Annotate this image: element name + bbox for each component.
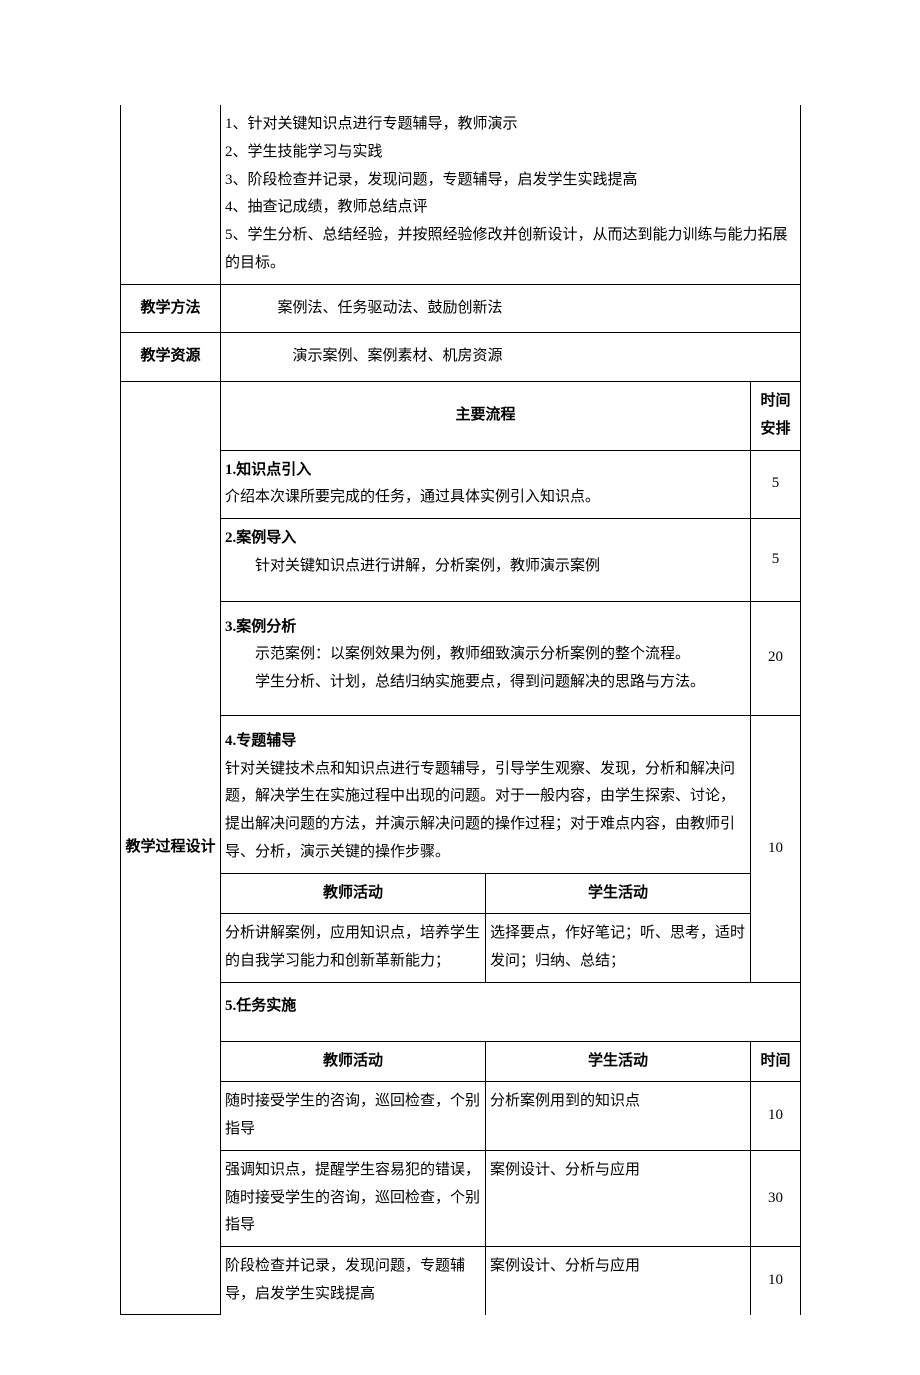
step5-teacher-header: 教师活动	[221, 1041, 486, 1082]
time-arrange-header: 时间安排	[751, 382, 801, 451]
intro-label-cell	[121, 105, 221, 284]
resource-row: 教学资源 演示案例、案例素材、机房资源	[121, 333, 801, 382]
step4-subheader-row: 教师活动 学生活动	[121, 873, 801, 914]
step5-student-0: 分析案例用到的知识点	[486, 1082, 751, 1151]
step5-time-header: 时间	[751, 1041, 801, 1082]
flow-header-row: 教学过程设计 主要流程 时间安排	[121, 382, 801, 451]
step1-row: 1.知识点引入 介绍本次课所要完成的任务，通过具体实例引入知识点。 5	[121, 450, 801, 519]
intro-item-1: 1、针对关键知识点进行专题辅导，教师演示	[225, 111, 796, 139]
main-flow-header: 主要流程	[221, 382, 751, 451]
method-value-cell: 案例法、任务驱动法、鼓励创新法	[221, 284, 801, 333]
step4-time: 10	[751, 715, 801, 982]
step2-title: 2.案例导入	[225, 530, 296, 546]
step4-subcontent-row: 分析讲解案例，应用知识点，培养学生的自我学习能力和创新革新能力； 选择要点，作好…	[121, 914, 801, 983]
step5-student-header: 学生活动	[486, 1041, 751, 1082]
step5-teacher-0: 随时接受学生的咨询，巡回检查，个别指导	[221, 1082, 486, 1151]
step5-header-row: 教师活动 学生活动 时间	[121, 1041, 801, 1082]
step2-row: 2.案例导入 针对关键知识点进行讲解，分析案例，教师演示案例 5	[121, 519, 801, 602]
step4-teacher-header: 教师活动	[221, 873, 486, 914]
intro-item-4: 4、抽查记成绩，教师总结点评	[225, 194, 796, 222]
step5-time-1: 30	[751, 1150, 801, 1246]
resource-value-cell: 演示案例、案例素材、机房资源	[221, 333, 801, 382]
step3-body2: 学生分析、计划，总结归纳实施要点，得到问题解决的思路与方法。	[225, 669, 746, 697]
resource-label: 教学资源	[121, 333, 221, 382]
step3-cell: 3.案例分析 示范案例：以案例效果为例，教师细致演示分析案例的整个流程。 学生分…	[221, 601, 751, 715]
step1-cell: 1.知识点引入 介绍本次课所要完成的任务，通过具体实例引入知识点。	[221, 450, 751, 519]
method-row: 教学方法 案例法、任务驱动法、鼓励创新法	[121, 284, 801, 333]
step3-time: 20	[751, 601, 801, 715]
intro-row: 1、针对关键知识点进行专题辅导，教师演示 2、学生技能学习与实践 3、阶段检查并…	[121, 105, 801, 284]
step4-intro-row: 4.专题辅导 针对关键技术点和知识点进行专题辅导，引导学生观察、发现，分析和解决…	[121, 715, 801, 873]
resource-value: 演示案例、案例素材、机房资源	[225, 348, 503, 364]
intro-item-2: 2、学生技能学习与实践	[225, 139, 796, 167]
intro-content-cell: 1、针对关键知识点进行专题辅导，教师演示 2、学生技能学习与实践 3、阶段检查并…	[221, 105, 801, 284]
intro-item-3: 3、阶段检查并记录，发现问题，专题辅导，启发学生实践提高	[225, 167, 796, 195]
step5-row-0: 随时接受学生的咨询，巡回检查，个别指导 分析案例用到的知识点 10	[121, 1082, 801, 1151]
step4-teacher: 分析讲解案例，应用知识点，培养学生的自我学习能力和创新革新能力；	[221, 914, 486, 983]
step4-student: 选择要点，作好笔记；听、思考，适时发问；归纳、总结；	[486, 914, 751, 983]
step3-title: 3.案例分析	[225, 619, 296, 635]
step4-title: 4.专题辅导	[225, 733, 296, 749]
step5-title-row: 5.任务实施	[121, 982, 801, 1041]
step4-cell: 4.专题辅导 针对关键技术点和知识点进行专题辅导，引导学生观察、发现，分析和解决…	[221, 715, 751, 873]
step5-row-2: 阶段检查并记录，发现问题，专题辅导，启发学生实践提高 案例设计、分析与应用 10	[121, 1247, 801, 1315]
step5-teacher-2: 阶段检查并记录，发现问题，专题辅导，启发学生实践提高	[221, 1247, 486, 1315]
step5-title: 5.任务实施	[225, 998, 296, 1014]
step3-body1: 示范案例：以案例效果为例，教师细致演示分析案例的整个流程。	[225, 641, 746, 669]
step5-time-0: 10	[751, 1082, 801, 1151]
document-page: 1、针对关键知识点进行专题辅导，教师演示 2、学生技能学习与实践 3、阶段检查并…	[0, 0, 920, 1375]
step2-cell: 2.案例导入 针对关键知识点进行讲解，分析案例，教师演示案例	[221, 519, 751, 602]
lesson-plan-table: 1、针对关键知识点进行专题辅导，教师演示 2、学生技能学习与实践 3、阶段检查并…	[120, 105, 801, 1315]
step4-body: 针对关键技术点和知识点进行专题辅导，引导学生观察、发现，分析和解决问题，解决学生…	[225, 761, 735, 860]
step1-body: 介绍本次课所要完成的任务，通过具体实例引入知识点。	[225, 489, 600, 505]
step1-title: 1.知识点引入	[225, 462, 311, 478]
step5-student-1: 案例设计、分析与应用	[486, 1150, 751, 1246]
step5-teacher-1: 强调知识点，提醒学生容易犯的错误，随时接受学生的咨询，巡回检查，个别指导	[221, 1150, 486, 1246]
step2-time: 5	[751, 519, 801, 602]
step1-time: 5	[751, 450, 801, 519]
step5-student-2: 案例设计、分析与应用	[486, 1247, 751, 1315]
step3-row: 3.案例分析 示范案例：以案例效果为例，教师细致演示分析案例的整个流程。 学生分…	[121, 601, 801, 715]
step5-row-1: 强调知识点，提醒学生容易犯的错误，随时接受学生的咨询，巡回检查，个别指导 案例设…	[121, 1150, 801, 1246]
step2-body: 针对关键知识点进行讲解，分析案例，教师演示案例	[225, 553, 746, 581]
step5-title-cell: 5.任务实施	[221, 982, 801, 1041]
method-value: 案例法、任务驱动法、鼓励创新法	[225, 300, 503, 316]
step4-student-header: 学生活动	[486, 873, 751, 914]
intro-item-5: 5、学生分析、总结经验，并按照经验修改并创新设计，从而达到能力训练与能力拓展的目…	[225, 222, 796, 278]
step5-time-2: 10	[751, 1247, 801, 1315]
method-label: 教学方法	[121, 284, 221, 333]
process-design-label: 教学过程设计	[121, 382, 221, 1315]
